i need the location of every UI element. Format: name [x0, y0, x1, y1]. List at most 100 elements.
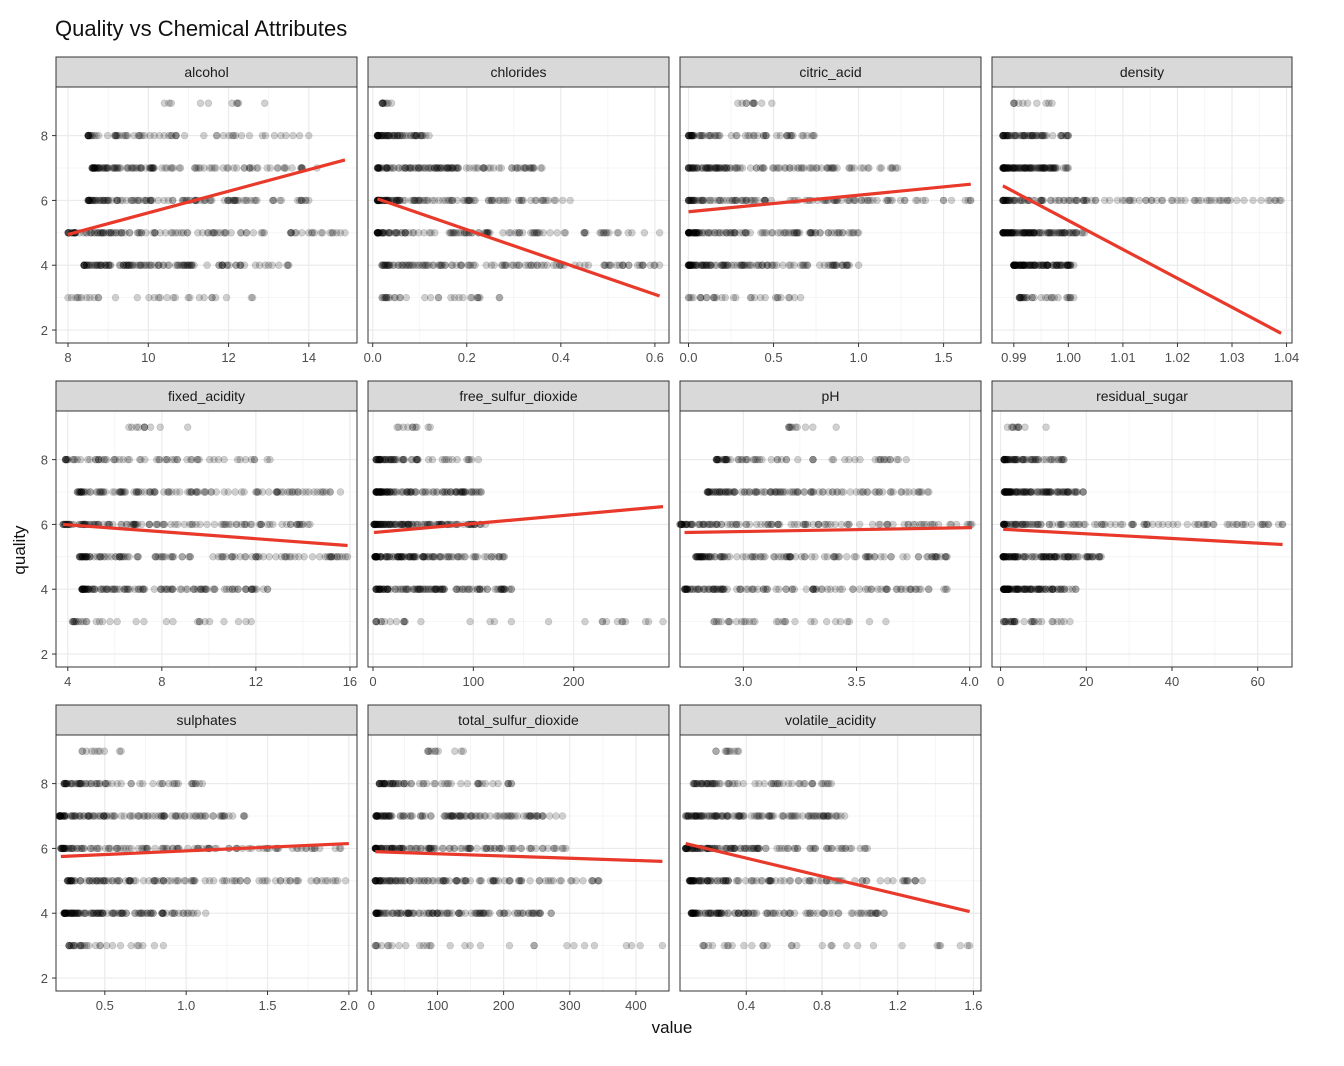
- data-point: [925, 585, 933, 593]
- data-point: [1018, 164, 1026, 172]
- data-point: [757, 488, 766, 496]
- data-point: [146, 131, 154, 140]
- data-point: [802, 585, 810, 593]
- data-point: [1106, 520, 1115, 529]
- data-point: [224, 488, 232, 496]
- strip-label: free_sulfur_dioxide: [459, 388, 578, 404]
- data-point: [1033, 99, 1041, 107]
- data-point: [188, 261, 196, 269]
- data-point: [109, 229, 118, 237]
- data-point: [758, 164, 767, 172]
- data-point: [218, 261, 226, 269]
- data-point: [404, 585, 412, 593]
- data-point: [826, 164, 835, 172]
- panel-background: [368, 411, 669, 667]
- data-point: [239, 196, 248, 205]
- data-point: [160, 131, 168, 140]
- data-point: [94, 131, 103, 140]
- data-point: [305, 196, 313, 205]
- data-point: [733, 585, 741, 593]
- data-point: [173, 455, 182, 464]
- data-point: [456, 261, 465, 269]
- data-point: [85, 196, 94, 205]
- y-tick-label: 2: [41, 323, 48, 338]
- data-point: [265, 488, 273, 496]
- x-axis-ticks: 0.99 1.00 1.01 1.02 1.03 1.04: [1001, 343, 1299, 365]
- data-point: [231, 488, 239, 496]
- strip-background: [55, 56, 358, 88]
- data-point: [131, 909, 140, 917]
- data-point: [482, 261, 490, 269]
- data-point: [600, 261, 609, 269]
- data-point: [854, 261, 863, 269]
- data-point: [125, 261, 133, 269]
- data-point: [328, 229, 336, 237]
- data-point: [235, 196, 243, 205]
- x-axis-ticks: 8 10 12 14: [64, 343, 316, 365]
- data-point: [117, 229, 125, 237]
- x-axis-ticks: 3.0 3.5 4.0: [734, 667, 979, 689]
- x-tick-label: 0: [369, 674, 376, 689]
- data-point: [598, 617, 607, 626]
- data-point: [880, 455, 889, 464]
- data-point: [137, 261, 146, 269]
- data-point: [818, 585, 826, 593]
- data-point: [82, 909, 90, 917]
- data-point: [731, 520, 739, 529]
- data-point: [801, 553, 809, 561]
- data-point: [307, 229, 316, 237]
- data-point: [184, 423, 192, 431]
- data-point: [187, 488, 195, 496]
- data-point: [1019, 293, 1028, 302]
- x-tick-label: 12: [221, 350, 235, 365]
- data-point: [122, 909, 131, 917]
- data-point: [195, 293, 204, 302]
- data-point: [625, 261, 633, 269]
- data-point: [431, 196, 439, 205]
- data-point: [91, 196, 100, 205]
- data-point: [1048, 293, 1056, 302]
- data-point: [497, 164, 506, 172]
- data-point: [287, 229, 295, 237]
- data-point: [165, 261, 173, 269]
- data-point: [437, 261, 445, 269]
- data-point: [746, 261, 754, 269]
- data-point: [174, 877, 183, 885]
- data-point: [809, 585, 817, 593]
- data-point: [1045, 520, 1054, 529]
- data-point: [865, 617, 874, 626]
- data-point: [156, 229, 165, 237]
- data-point: [1013, 553, 1022, 561]
- data-point: [65, 941, 73, 950]
- data-point: [372, 617, 380, 626]
- data-point: [176, 261, 184, 269]
- data-point: [193, 909, 202, 917]
- data-point: [228, 196, 236, 205]
- data-point: [427, 585, 435, 593]
- data-point: [223, 261, 231, 269]
- data-point: [104, 553, 112, 561]
- data-point: [1000, 520, 1008, 529]
- data-point: [1079, 488, 1087, 496]
- data-point: [711, 164, 719, 172]
- data-point: [127, 261, 136, 269]
- data-point: [905, 488, 913, 496]
- data-point: [252, 553, 260, 561]
- data-point: [102, 229, 110, 237]
- data-point: [845, 617, 854, 626]
- data-point: [142, 196, 151, 205]
- data-point: [750, 99, 759, 107]
- data-point: [790, 520, 798, 529]
- data-point: [84, 196, 93, 205]
- data-point: [1225, 520, 1234, 529]
- data-point: [197, 585, 205, 593]
- x-tick-label: 8: [64, 350, 71, 365]
- data-point: [750, 196, 758, 205]
- data-point: [390, 488, 398, 496]
- data-point: [284, 261, 292, 269]
- data-point: [200, 293, 208, 302]
- data-point: [894, 455, 903, 464]
- data-point: [247, 293, 256, 302]
- data-point: [174, 229, 182, 237]
